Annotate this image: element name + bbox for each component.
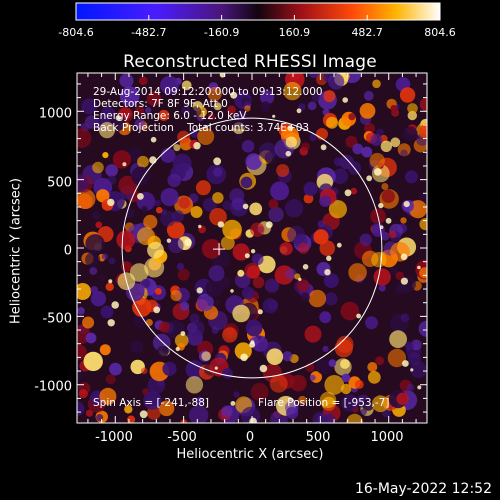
x-tick-label: 1000: [370, 430, 404, 445]
axis-tick-marks: [77, 73, 427, 423]
y-tick-label: 0: [63, 243, 72, 259]
y-tick-label: 500: [47, 175, 72, 191]
annotation-spin-axis: Spin Axis = [-241,-88]: [93, 397, 210, 409]
colorbar-tick-label: 160.9: [278, 26, 311, 39]
reconstructed-image: [77, 73, 427, 423]
y-tick-label: -500: [42, 311, 72, 327]
annotation-method-counts: Back Projection Total counts: 3.74E+03: [93, 122, 310, 134]
x-tick-label: 500: [305, 430, 331, 445]
colorbar-frame: [75, 2, 441, 21]
back-projection-noise: [77, 73, 427, 423]
colorbar-tick-label: -160.9: [203, 26, 240, 39]
x-tick-label: 0: [245, 430, 255, 445]
y-tick-label: -1000: [34, 379, 72, 395]
cross-marker: [213, 243, 226, 256]
colorbar: [76, 3, 440, 20]
colorbar-tick-label: -482.7: [131, 26, 167, 39]
colorbar-tick-label: 804.6: [424, 26, 456, 39]
annotation-energy-range: Energy Range: 6.0 - 12.0 keV: [93, 110, 247, 122]
annotation-detectors: Detectors: 7F 8F 9F, Att 0: [93, 98, 228, 110]
x-tick-label: -1000: [95, 430, 133, 445]
x-tick-label: -500: [167, 430, 197, 445]
y-tick-label: 1000: [38, 106, 72, 122]
y-axis-label: Heliocentric Y (arcsec): [8, 178, 24, 324]
colorbar-tick-marks: [75, 15, 441, 20]
x-axis-label: Heliocentric X (arcsec): [176, 447, 324, 462]
annotation-time-range: 29-Aug-2014 09:12:20.000 to 09:13:12.000: [93, 86, 323, 98]
solar-disk-circle: [121, 117, 383, 379]
timestamp: 16-May-2022 12:52: [354, 481, 492, 497]
annotation-flare-position: Flare Position = [-953,-7]: [258, 397, 390, 409]
plot-title: Reconstructed RHESSI Image: [123, 52, 377, 72]
colorbar-tick-label: -804.6: [58, 26, 94, 39]
colorbar-tick-label: 482.7: [351, 26, 383, 39]
